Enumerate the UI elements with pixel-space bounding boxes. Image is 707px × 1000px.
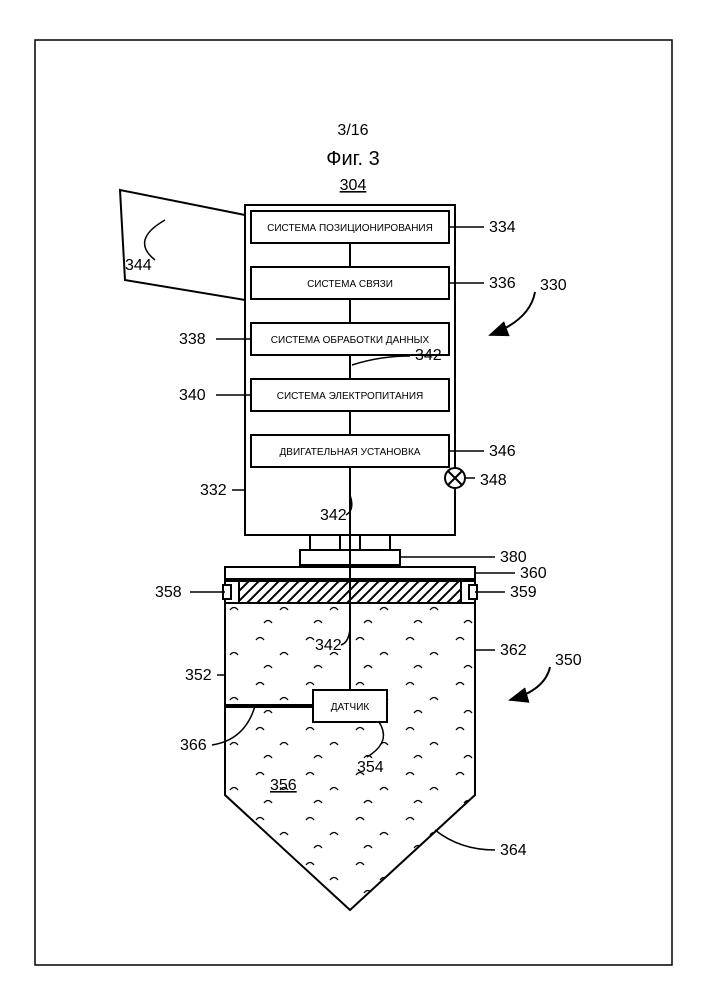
fin: [120, 190, 245, 300]
ref-342-upper: 342: [415, 347, 442, 364]
ref-362: 362: [500, 642, 527, 659]
sensor-label: ДАТЧИК: [331, 702, 370, 713]
figure-title: Фиг. 3: [326, 148, 379, 170]
ref-359: 359: [510, 584, 537, 601]
arrow-330: [490, 292, 535, 335]
ref-330: 330: [540, 277, 567, 294]
system-box-label: СИСТЕМА ОБРАБОТКИ ДАННЫХ: [271, 335, 430, 346]
ref-334: 334: [489, 219, 516, 236]
ref-350: 350: [555, 652, 582, 669]
ref-380: 380: [500, 549, 527, 566]
ref-340: 340: [179, 387, 206, 404]
ref-360: 360: [520, 565, 547, 582]
ref-332: 332: [200, 482, 227, 499]
ref-358: 358: [155, 584, 182, 601]
main-ref-304: 304: [340, 177, 367, 194]
ref-344: 344: [125, 257, 152, 274]
system-box-label: СИСТЕМА ПОЗИЦИОНИРОВАНИЯ: [267, 223, 433, 234]
ref-354: 354: [357, 759, 384, 776]
ref-366: 366: [180, 737, 207, 754]
ref-336: 336: [489, 275, 516, 292]
ref-348: 348: [480, 472, 507, 489]
system-box-label: ДВИГАТЕЛЬНАЯ УСТАНОВКА: [280, 447, 421, 458]
ref-342-lower: 342: [315, 637, 342, 654]
ref-346: 346: [489, 443, 516, 460]
ref-338: 338: [179, 331, 206, 348]
page-number: 3/16: [337, 122, 368, 139]
ref-352: 352: [185, 667, 212, 684]
ref-356: 356: [270, 777, 297, 794]
system-box-label: СИСТЕМА ЭЛЕКТРОПИТАНИЯ: [277, 391, 424, 402]
system-box-label: СИСТЕМА СВЯЗИ: [307, 279, 393, 290]
arrow-350: [510, 667, 550, 700]
ref-364: 364: [500, 842, 527, 859]
ref-342-mid: 342: [320, 507, 347, 524]
